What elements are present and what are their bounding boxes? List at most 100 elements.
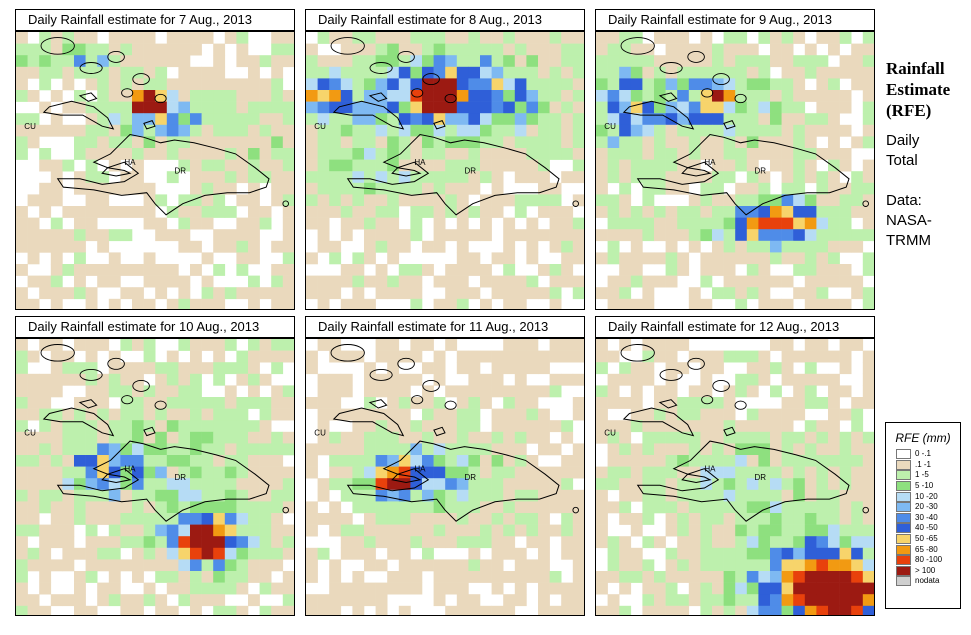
rainfall-cell <box>16 385 28 398</box>
rainfall-cell <box>108 594 121 607</box>
rainfall-cell <box>654 605 666 615</box>
rainfall-cell <box>224 466 237 479</box>
rainfall-cell <box>677 605 690 615</box>
island-outline <box>132 73 150 86</box>
rainfall-cell <box>282 182 294 195</box>
rainfall-cell <box>120 455 133 467</box>
rainfall-cell <box>828 275 840 288</box>
rainfall-cell <box>433 124 446 137</box>
rainfall-cell <box>723 124 736 137</box>
rainfall-cell <box>700 264 713 276</box>
rainfall-cell <box>259 90 272 102</box>
rainfall-cell <box>619 397 632 409</box>
rainfall-cell <box>456 408 469 421</box>
rainfall-cell <box>236 113 249 126</box>
rainfall-cell <box>50 455 63 467</box>
rainfall-cell <box>74 605 86 615</box>
rainfall-cell <box>723 43 736 56</box>
rainfall-cell <box>572 90 584 102</box>
rainfall-cell <box>16 478 28 491</box>
rainfall-cell <box>480 206 492 218</box>
legend-title: RFE (mm) <box>895 431 951 445</box>
rainfall-cell <box>781 217 794 230</box>
rainfall-cell <box>271 362 284 375</box>
rainfall-cell <box>677 32 690 44</box>
rainfall-cell <box>781 194 794 207</box>
rainfall-cell <box>190 489 202 502</box>
rainfall-cell <box>793 194 806 207</box>
rainfall-cell <box>108 136 121 149</box>
rainfall-cell <box>155 489 168 502</box>
rainfall-cell <box>642 217 655 230</box>
rainfall-cell <box>804 240 817 253</box>
rainfall-cell <box>329 206 342 218</box>
rainfall-cell <box>120 501 133 514</box>
rainfall-cell <box>781 101 794 114</box>
rainfall-cell <box>190 501 202 514</box>
rainfall-cell <box>654 455 666 467</box>
rainfall-cell <box>306 275 318 288</box>
rainfall-cell <box>793 206 806 218</box>
rainfall-cell <box>248 55 260 68</box>
rainfall-cell <box>793 605 806 615</box>
rainfall-cell <box>526 194 539 207</box>
rainfall-cell <box>224 582 237 595</box>
rainfall-cell <box>677 397 690 409</box>
rainfall-cell <box>50 229 63 242</box>
rainfall-cell <box>491 206 504 218</box>
rainfall-cell <box>746 287 759 300</box>
rainfall-cell <box>642 373 655 386</box>
rainfall-cell <box>329 443 342 456</box>
rainfall-cell <box>74 148 86 160</box>
rainfall-cell <box>201 101 214 114</box>
rainfall-cell <box>770 32 782 44</box>
rainfall-cell <box>862 159 874 172</box>
rainfall-cell <box>410 90 423 102</box>
rainfall-cell <box>190 408 202 421</box>
rainfall-cell <box>514 431 527 444</box>
coastline <box>332 100 405 130</box>
rainfall-cell <box>120 489 133 502</box>
rainfall-cell <box>422 513 434 525</box>
rainfall-cell <box>712 420 724 433</box>
rainfall-cell <box>329 466 342 479</box>
rainfall-cell <box>271 397 284 409</box>
rainfall-cell <box>770 547 782 560</box>
rainfall-map: CU HA DR <box>305 31 585 310</box>
rainfall-cell <box>132 159 144 172</box>
rainfall-cell <box>410 513 423 525</box>
rainfall-cell <box>468 124 481 137</box>
rainfall-cell <box>665 66 678 79</box>
rainfall-cell <box>201 182 214 195</box>
rainfall-cell <box>74 275 86 288</box>
rainfall-cell <box>410 101 423 114</box>
rainfall-cell <box>770 229 782 242</box>
rainfall-cell <box>329 136 342 149</box>
rainfall-cell <box>387 171 400 184</box>
rainfall-cell <box>758 571 771 583</box>
rainfall-cell <box>491 32 504 44</box>
rainfall-cell <box>201 206 214 218</box>
rainfall-cell <box>781 113 794 126</box>
rainfall-cell <box>619 136 632 149</box>
rainfall-cell <box>828 264 840 276</box>
rainfall-cell <box>514 420 527 433</box>
rainfall-cell <box>132 408 144 421</box>
rainfall-cell <box>398 501 411 514</box>
rainfall-cell <box>851 194 864 207</box>
rainfall-cell <box>306 287 318 300</box>
rainfall-cell <box>862 43 874 56</box>
rainfall-cell <box>804 275 817 288</box>
rainfall-cell <box>50 240 63 253</box>
rainfall-cell <box>793 229 806 242</box>
rainfall-cell <box>178 217 191 230</box>
rainfall-cell <box>74 43 86 56</box>
rainfall-cell <box>236 582 249 595</box>
rainfall-cell <box>468 547 481 560</box>
rainfall-cell <box>526 536 539 549</box>
rainfall-cell <box>630 101 643 114</box>
rainfall-cell <box>538 571 550 583</box>
rainfall-cell <box>178 287 191 300</box>
rainfall-cell <box>433 32 446 44</box>
rainfall-cell <box>166 397 179 409</box>
